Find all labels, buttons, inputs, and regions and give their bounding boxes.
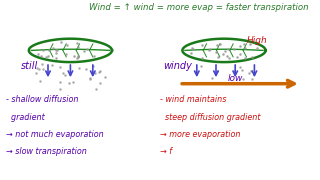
Text: Wind = ↑ wind = more evap = faster transpiration: Wind = ↑ wind = more evap = faster trans… — [89, 3, 308, 12]
Text: - wind maintains: - wind maintains — [160, 95, 226, 104]
Text: → slow transpiration: → slow transpiration — [6, 147, 87, 156]
Text: low: low — [227, 74, 243, 83]
Text: - shallow diffusion: - shallow diffusion — [6, 95, 79, 104]
Text: steep diffusion gradient: steep diffusion gradient — [160, 112, 260, 122]
Text: gradient: gradient — [6, 112, 45, 122]
Text: windy: windy — [163, 61, 192, 71]
Text: → more evaporation: → more evaporation — [160, 130, 241, 139]
Text: still: still — [21, 61, 38, 71]
Text: High: High — [246, 36, 267, 45]
Text: → not much evaporation: → not much evaporation — [6, 130, 104, 139]
Text: → f: → f — [160, 147, 172, 156]
